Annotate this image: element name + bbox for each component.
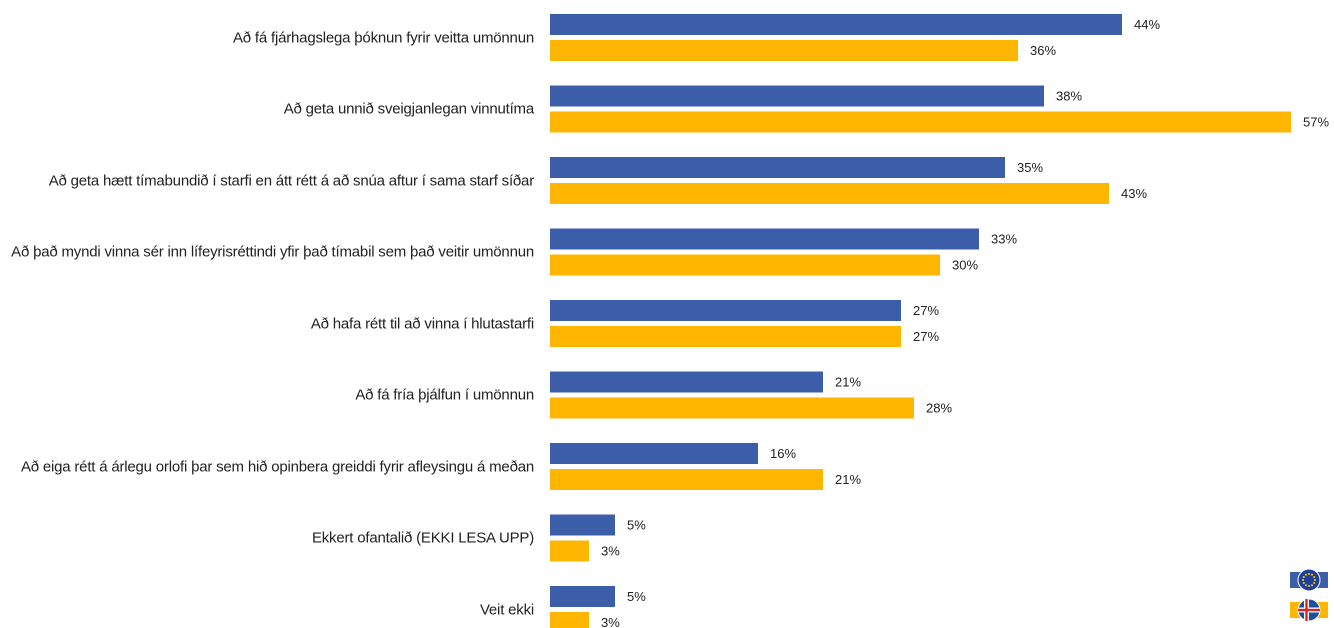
bar — [550, 300, 901, 321]
value-label: 43% — [1121, 186, 1147, 201]
bar — [550, 157, 1005, 178]
eu-flag — [1297, 568, 1321, 592]
bar — [550, 111, 1291, 133]
bar — [550, 443, 758, 464]
value-label: 3% — [601, 615, 620, 628]
category-label: Ekkert ofantalið (EKKI LESA UPP) — [311, 529, 534, 547]
value-label: 5% — [627, 517, 646, 532]
bar — [550, 85, 1044, 107]
category-label: Að eiga rétt á árlegu orlofi þar sem hið… — [20, 458, 534, 475]
bar — [550, 40, 1018, 61]
eu-star — [1313, 576, 1316, 578]
legend — [1290, 568, 1328, 622]
value-label: 5% — [627, 589, 646, 604]
bar — [550, 540, 589, 562]
value-label: 36% — [1030, 43, 1056, 58]
eu-star — [1311, 584, 1313, 587]
bar — [550, 612, 589, 628]
bar — [550, 514, 615, 536]
value-label: 33% — [991, 231, 1017, 246]
bar — [550, 586, 615, 607]
is-cross-h-red — [1298, 608, 1320, 612]
bar — [550, 469, 823, 490]
bar — [550, 183, 1109, 204]
value-label: 44% — [1134, 17, 1160, 32]
value-label: 27% — [913, 303, 939, 318]
value-label: 3% — [601, 543, 620, 558]
category-label: Að hafa rétt til að vinna í hlutastarfi — [310, 315, 534, 332]
bar — [550, 371, 823, 393]
eu-star — [1308, 585, 1310, 587]
value-label: 27% — [913, 329, 939, 344]
value-label: 30% — [952, 257, 978, 272]
category-label: Að geta unnið sveigjanlegan vinnutíma — [283, 100, 534, 118]
eu-star — [1311, 573, 1313, 576]
bar — [550, 254, 940, 276]
category-label: Að geta hætt tímabundið í starfi en átt … — [48, 172, 534, 189]
value-label: 21% — [835, 374, 861, 389]
eu-star — [1302, 582, 1305, 584]
eu-star — [1313, 582, 1316, 584]
bar — [550, 326, 901, 347]
value-label: 57% — [1303, 114, 1329, 129]
bar — [550, 228, 979, 250]
value-label: 35% — [1017, 160, 1043, 175]
value-label: 38% — [1056, 88, 1082, 103]
eu-star — [1314, 579, 1316, 581]
category-label: Að það myndi vinna sér inn lífeyrisrétti… — [11, 243, 534, 261]
value-label: 21% — [835, 472, 861, 487]
is-cross-v-red — [1305, 599, 1308, 621]
eu-star — [1305, 584, 1307, 587]
category-label: Veit ekki — [479, 601, 534, 618]
eu-star — [1302, 579, 1304, 581]
eu-star — [1308, 573, 1310, 575]
bar — [550, 14, 1122, 35]
value-label: 16% — [770, 446, 796, 461]
category-label: Að fá fría þjálfun í umönnun — [355, 386, 534, 404]
eu-star — [1305, 573, 1307, 576]
eu-star — [1302, 576, 1305, 578]
category-label: Að fá fjárhagslega þóknun fyrir veitta u… — [233, 29, 534, 46]
bar — [550, 397, 914, 419]
value-label: 28% — [926, 400, 952, 415]
